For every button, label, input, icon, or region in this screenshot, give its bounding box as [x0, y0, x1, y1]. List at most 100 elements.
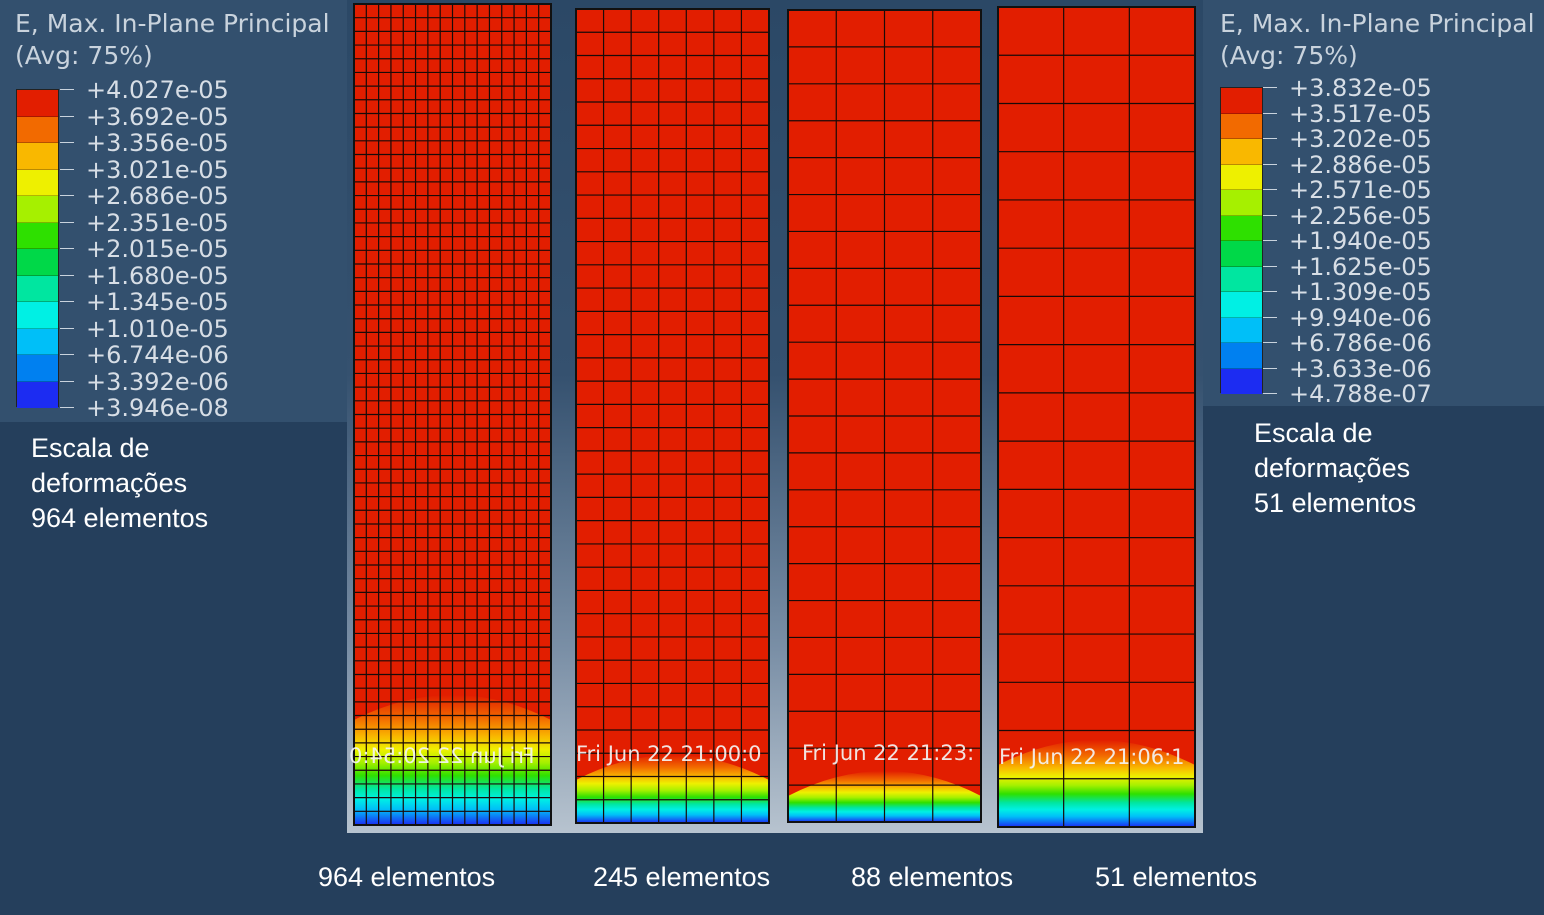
legend-right-swatch	[1221, 164, 1262, 190]
legend-left-value: +3.021e-05	[86, 155, 229, 184]
legend-right-value: +3.633e-06	[1289, 354, 1432, 383]
legend-left-tick	[60, 248, 74, 249]
legend-left-tick	[60, 89, 74, 90]
caption-left: Escala de deformações 964 elementos	[31, 431, 208, 536]
legend-left-tick	[60, 327, 74, 329]
legend-left-value: +4.027e-05	[86, 76, 229, 104]
legend-left-value: +6.744e-06	[86, 341, 229, 369]
legend-right-value: +1.940e-05	[1289, 227, 1432, 255]
mesh-16x60	[353, 3, 552, 826]
caption-right-line1: Escala de	[1254, 418, 1373, 448]
legend-left-value: +3.356e-05	[86, 129, 229, 157]
legend-left-tick	[60, 142, 74, 143]
legend-left-value: +2.686e-05	[86, 182, 229, 210]
legend-left-swatch	[17, 328, 58, 355]
legend-left-swatch	[17, 196, 58, 223]
legend-left-title-line1: E, Max. In-Plane Principal	[15, 9, 330, 38]
legend-right-tick	[1263, 112, 1277, 114]
legend-left-swatch	[17, 116, 58, 143]
legend-left-value: +3.392e-06	[86, 367, 229, 396]
legend-right-value: +2.256e-05	[1289, 201, 1432, 230]
caption-left-line3: 964 elementos	[31, 503, 209, 533]
caption-right-line2: deformações	[1254, 453, 1411, 483]
mesh-drawing	[353, 3, 1196, 828]
legend-left-value: +1.010e-05	[86, 314, 229, 343]
legend-right-swatch	[1221, 368, 1262, 394]
legend-right-value: +1.309e-05	[1289, 278, 1432, 306]
legend-right-tick	[1263, 87, 1277, 88]
legend-left-swatch	[17, 222, 58, 249]
legend-left-swatch	[17, 355, 58, 382]
legend-right-title-line2: (Avg: 75%)	[1220, 41, 1358, 70]
legend-right-swatch	[1221, 190, 1262, 216]
legend-left-swatch	[17, 249, 58, 276]
legend-left-value: +1.345e-05	[86, 288, 229, 316]
legend-right-value: +1.625e-05	[1289, 252, 1432, 281]
legend-left-value: +1.680e-05	[86, 261, 229, 290]
legend-right-panel: E, Max. In-Plane Principal (Avg: 75%) +3…	[1203, 0, 1544, 406]
legend-left-tick	[60, 354, 74, 355]
legend-left-swatch	[17, 275, 58, 302]
legend-left-value: +2.015e-05	[86, 235, 229, 263]
legend-left-tick	[60, 115, 74, 117]
mesh-outline	[787, 9, 982, 823]
legend-right-swatch	[1221, 317, 1262, 343]
legend-left-tick	[60, 301, 74, 302]
legend-right-value: +9.940e-06	[1289, 303, 1432, 332]
legend-right-title: E, Max. In-Plane Principal (Avg: 75%)	[1220, 8, 1535, 72]
legend-right-value: +3.202e-05	[1289, 125, 1432, 153]
legend-left-swatch	[17, 169, 58, 196]
legend-right-tick	[1263, 265, 1277, 267]
legend-right-tick	[1263, 393, 1277, 394]
mesh-4x22	[787, 9, 982, 823]
caption-left-line1: Escala de	[31, 433, 150, 463]
legend-right-tick	[1263, 291, 1277, 292]
legend-left-tick	[60, 407, 74, 408]
legend-left-panel: E, Max. In-Plane Principal (Avg: 75%) +4…	[0, 0, 347, 422]
legend-right-swatch	[1221, 113, 1262, 139]
legend-left-value: +3.692e-05	[86, 102, 229, 131]
timestamp-51: Fri Jun 22 21:06:1	[999, 745, 1185, 769]
legend-right-tick	[1263, 240, 1277, 241]
legend-right-tick	[1263, 367, 1277, 369]
legend-left-value: +2.351e-05	[86, 208, 229, 237]
legend-right-swatch	[1221, 266, 1262, 292]
legend-left-title-line2: (Avg: 75%)	[15, 41, 153, 70]
mesh-3x17	[997, 6, 1196, 828]
strain-gradient-band	[576, 755, 769, 823]
legend-right-swatch	[1221, 215, 1262, 241]
legend-left-swatch	[17, 90, 58, 117]
label-964-elementos: 964 elementos	[318, 862, 496, 892]
legend-right-tick	[1263, 189, 1277, 190]
legend-right-tick	[1263, 342, 1277, 343]
legend-left-tick	[60, 380, 74, 382]
mesh-outline	[997, 6, 1196, 828]
caption-right-line3: 51 elementos	[1254, 488, 1417, 518]
legend-left-tick	[60, 274, 74, 276]
legend-right-value: +2.886e-05	[1289, 150, 1432, 179]
legend-right-value: +6.786e-06	[1289, 329, 1432, 357]
caption-right: Escala de deformações 51 elementos	[1254, 416, 1416, 521]
label-51-elementos: 51 elementos	[1095, 862, 1258, 892]
legend-right-color-bar	[1220, 87, 1263, 394]
legend-right-tick	[1263, 163, 1277, 165]
legend-left-tick	[60, 221, 74, 223]
legend-right-title-line1: E, Max. In-Plane Principal	[1220, 9, 1535, 38]
legend-left-swatch	[17, 143, 58, 170]
legend-left-tick	[60, 168, 74, 170]
label-245-elementos: 245 elementos	[593, 862, 771, 892]
mesh-outline	[575, 8, 770, 824]
timestamp-245: Fri Jun 22 21:00:0	[576, 742, 762, 766]
mesh-body	[576, 9, 769, 823]
legend-left-swatch	[17, 381, 58, 408]
legend-right-swatch	[1221, 88, 1262, 114]
caption-left-line2: deformações	[31, 468, 188, 498]
legend-right-swatch	[1221, 292, 1262, 318]
fem-viewport: Fri Jun 22 20:54:0 Fri Jun 22 21:00:0 Fr…	[347, 0, 1203, 833]
strain-gradient-band	[998, 740, 1195, 827]
legend-right-value: +3.517e-05	[1289, 99, 1432, 128]
legend-right-swatch	[1221, 241, 1262, 267]
legend-right-value: +3.832e-05	[1289, 74, 1432, 102]
legend-right-swatch	[1221, 343, 1262, 369]
timestamp-88: Fri Jun 22 21:23:	[802, 741, 975, 765]
